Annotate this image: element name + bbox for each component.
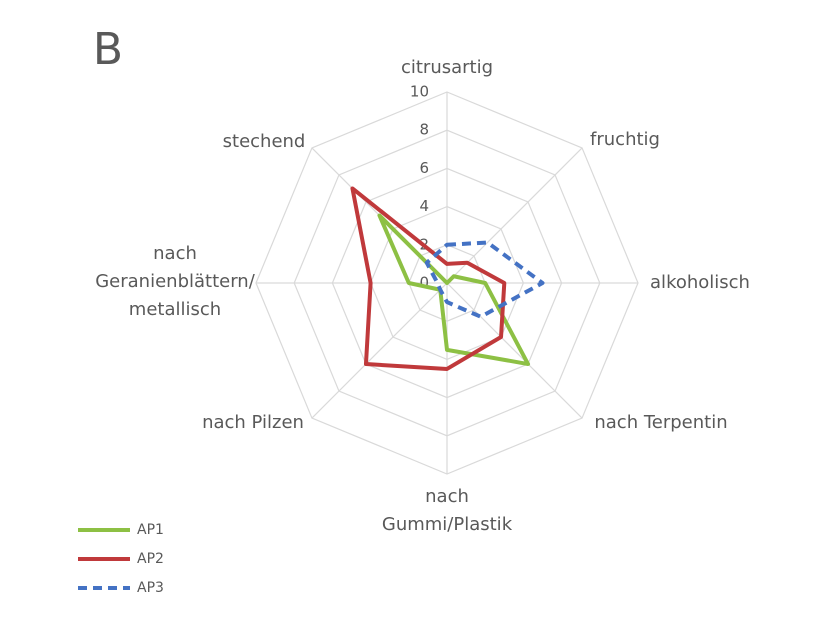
series-line: [377, 213, 531, 367]
axis-label: nach Gummi/Plastik: [381, 486, 513, 535]
axis-label: citrusartig: [400, 57, 494, 78]
legend-label: AP2: [137, 551, 164, 567]
tick-label: 6: [419, 159, 429, 177]
axis-label: alkoholisch: [650, 272, 750, 293]
spoke: [446, 147, 583, 284]
tick-label: 0: [419, 274, 429, 292]
series-line: [424, 240, 545, 319]
axis-label: nach Terpentin: [594, 412, 728, 433]
spoke: [446, 282, 583, 419]
series-line: [350, 186, 507, 371]
tick-label: 10: [410, 83, 429, 101]
tick-label: 8: [419, 121, 429, 139]
legend-label: AP3: [137, 580, 164, 596]
axis-label: fruchtig: [590, 129, 660, 150]
spoke: [311, 282, 448, 419]
axis-label: nach Geranienblättern/ metallisch: [95, 243, 255, 320]
axis-label: nach Pilzen: [202, 412, 304, 433]
legend-label: AP1: [137, 522, 164, 538]
axis-label: stechend: [222, 131, 306, 152]
tick-label: 4: [419, 197, 429, 215]
panel-title: B: [93, 24, 123, 75]
